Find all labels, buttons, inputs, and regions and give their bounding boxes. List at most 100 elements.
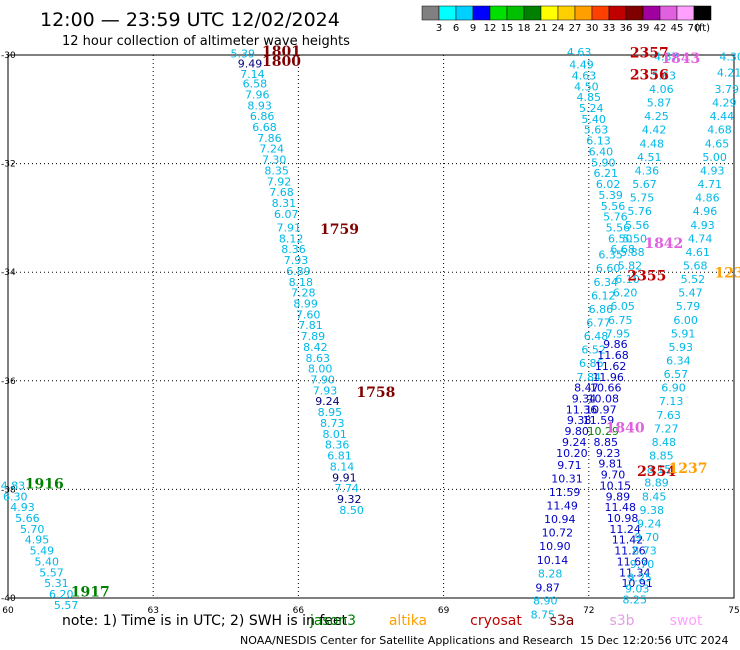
swh-value: 3.79 xyxy=(714,83,739,96)
swh-value: 6.90 xyxy=(661,382,686,395)
swh-value: 9.81 xyxy=(598,458,623,471)
swh-value: 5.75 xyxy=(630,192,655,205)
colorbar-swatch xyxy=(540,5,559,21)
swh-value: 8.85 xyxy=(593,436,618,449)
colorbar-swatch xyxy=(591,5,610,21)
mission-legend: jason3 altika cryosat s3a s3b swot xyxy=(309,613,703,629)
time-label: 1758 xyxy=(356,385,395,401)
swh-value: 4.86 xyxy=(695,192,720,205)
swh-value: 8.01 xyxy=(322,428,347,441)
swh-value: 5.76 xyxy=(603,211,628,224)
swh-value: 10.94 xyxy=(544,513,576,526)
swh-value: 7.92 xyxy=(267,175,292,188)
swh-value: 6.34 xyxy=(666,355,691,368)
swh-value: 7.63 xyxy=(656,409,681,422)
colorbar-swatch xyxy=(676,5,695,21)
mission-altika: altika xyxy=(389,613,427,629)
swh-value: 7.30 xyxy=(262,154,287,167)
swh-value: 10.08 xyxy=(588,393,620,406)
swh-value: 8.50 xyxy=(339,504,364,517)
swh-value: 4.83 xyxy=(1,479,26,492)
swh-value: 10.15 xyxy=(600,479,632,492)
swh-value: 6.21 xyxy=(593,167,618,180)
colorbar-swatch xyxy=(523,5,542,21)
swh-value: 5.87 xyxy=(647,97,672,110)
swh-value: 5.63 xyxy=(584,124,609,137)
swh-value: 11.96 xyxy=(592,371,624,384)
swh-value: 5.76 xyxy=(627,205,652,218)
colorbar-label: 15 xyxy=(501,23,514,34)
colorbar-label: 30 xyxy=(586,23,599,34)
swh-value: 4.50 xyxy=(574,80,599,93)
swh-value: 5.91 xyxy=(671,327,696,340)
swh-value: 6.48 xyxy=(584,330,609,343)
swh-value: 4.44 xyxy=(710,110,735,123)
swh-value: 4.21 xyxy=(717,67,740,80)
time-label: 2357 xyxy=(630,46,669,62)
swh-value: 6.68 xyxy=(610,243,635,256)
y-tick-label: -30 xyxy=(1,51,16,61)
swh-value: 6.34 xyxy=(593,276,618,289)
swh-value: 6.00 xyxy=(673,314,698,327)
swh-value: 6.07 xyxy=(274,208,299,221)
time-label: 2355 xyxy=(627,268,666,284)
swh-value: 6.77 xyxy=(586,317,611,330)
swh-value: 6.12 xyxy=(591,289,616,302)
swh-value: 5.49 xyxy=(30,545,55,558)
swh-value: 8.99 xyxy=(293,297,318,310)
data-points: 5.399.497.146.587.968.936.866.687.867.24… xyxy=(1,46,740,622)
swh-value: 5.66 xyxy=(15,512,40,525)
swh-value: 6.58 xyxy=(243,78,268,91)
swh-value: 7.86 xyxy=(257,132,282,145)
swh-value: 6.05 xyxy=(610,300,635,313)
swh-value: 8.14 xyxy=(330,460,355,473)
swh-value: 11.34 xyxy=(619,566,651,579)
colorbar-swatch xyxy=(489,5,508,21)
x-tick-label: 63 xyxy=(147,606,158,616)
swh-value: 10.14 xyxy=(537,554,569,567)
swh-value: 4.29 xyxy=(712,97,737,110)
swh-value: 5.50 xyxy=(623,232,648,245)
swh-value: 6.20 xyxy=(49,588,74,601)
swh-value: 9.23 xyxy=(596,447,621,460)
swh-value: 7.95 xyxy=(606,327,631,340)
swh-value: 4.93 xyxy=(10,501,35,514)
swh-value: 8.31 xyxy=(272,197,297,210)
colorbar-label: 21 xyxy=(535,23,548,34)
swh-value: 7.24 xyxy=(260,143,285,156)
swh-value: 9.03 xyxy=(625,583,650,596)
colorbar-label: 70 xyxy=(688,23,701,34)
swh-value: 9.38 xyxy=(567,414,592,427)
timestamp-text: 15 Dec 12:20:56 UTC 2024 xyxy=(580,634,728,647)
swh-value: 9.87 xyxy=(535,581,560,594)
swh-value: 4.71 xyxy=(698,178,723,191)
colorbar-label: 9 xyxy=(470,23,476,34)
swh-value: 8.18 xyxy=(289,276,314,289)
colorbar-swatch xyxy=(438,5,457,21)
swh-value: 10.31 xyxy=(551,472,583,485)
swh-value: 4.51 xyxy=(637,151,662,164)
swh-value: 11.59 xyxy=(549,486,581,499)
swh-value: 10.72 xyxy=(542,527,574,540)
swh-value: 6.86 xyxy=(579,357,604,370)
swh-value: 4.93 xyxy=(700,164,725,177)
time-label: 1759 xyxy=(320,222,359,238)
y-tick-label: -32 xyxy=(1,160,16,170)
swh-value: 11.49 xyxy=(546,499,578,512)
x-tick-label: 69 xyxy=(438,606,450,616)
y-tick-label: -38 xyxy=(1,485,16,495)
swh-value: 11.48 xyxy=(605,501,637,514)
swh-value: 9.71 xyxy=(557,459,582,472)
mission-s3a: s3a xyxy=(550,613,575,629)
swh-value: 4.61 xyxy=(685,246,710,259)
swh-value: 6.02 xyxy=(596,178,621,191)
swh-value: 9.25 xyxy=(627,572,652,585)
swh-value: 11.68 xyxy=(597,349,629,362)
swh-value: 11.59 xyxy=(583,414,615,427)
swh-value: 7.93 xyxy=(284,254,309,267)
swh-value: 5.63 xyxy=(652,69,677,82)
swh-value: 11.62 xyxy=(595,360,627,373)
colorbar-swatch xyxy=(421,5,440,21)
swh-value: 4.42 xyxy=(642,124,667,137)
